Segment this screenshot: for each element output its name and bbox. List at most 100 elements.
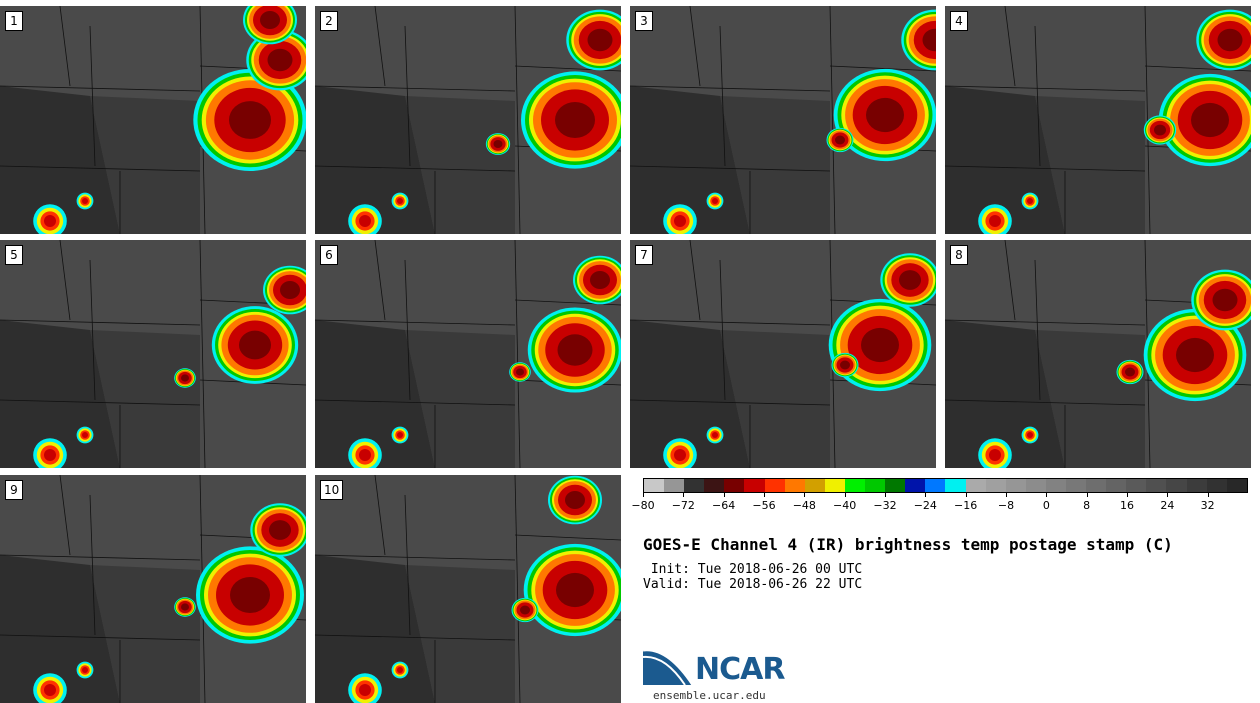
satellite-map [0,6,306,234]
state-border [315,319,516,326]
cloud-top-cell [565,491,585,509]
cloud-top-cell [44,684,56,696]
panel-number-label: 3 [635,11,653,31]
cloud-top-cell [181,374,189,382]
cloud-top-cell [44,449,56,461]
state-border [719,259,726,401]
colorbar-tick [683,493,685,497]
cloud-top-cell [587,28,613,52]
state-border [404,259,411,401]
cloud-top-cell [230,577,270,613]
colorbar-swatch [1186,479,1207,492]
colorbar-tick [723,493,725,497]
cloud-top-cell [1217,28,1243,52]
state-border [374,6,386,87]
satellite-map [0,475,306,703]
cloud-top-cell [516,368,524,376]
colorbar-tick-label: −48 [792,499,816,512]
cloud-top-cell [397,432,403,438]
colorbar-tick [844,493,846,497]
cloud-top-cell [922,28,936,52]
panel-number-label: 9 [5,480,23,500]
colorbar-swatch [1025,479,1046,492]
colorbar-tick [1046,493,1048,497]
cloud-top-cell [1191,102,1229,138]
cloud-top-cell [989,215,1001,227]
cloud-top-cell [359,449,371,461]
colorbar-tick-label: 16 [1120,499,1134,512]
colorbar-tick [965,493,967,497]
colorbar-swatch [1045,479,1066,492]
cloud-top-cell [590,271,610,289]
colorbar-tick-label: 0 [1042,499,1050,512]
website-url[interactable]: ensemble.ucar.edu [653,689,766,702]
colorbar-tick [1207,493,1209,497]
cloud-top-cell [899,270,921,290]
state-border [0,85,201,92]
cloud-top-cell [269,520,291,540]
colorbar-swatch [965,479,986,492]
state-border [199,240,206,468]
colorbar-tick-label: 8 [1083,499,1091,512]
ncar-logo-text: NCAR [695,652,785,687]
colorbar-swatch [724,479,745,492]
state-border [0,165,201,172]
cloud-top-cell [1125,367,1135,377]
satellite-panel: 3 [630,6,936,234]
colorbar-tick [925,493,927,497]
cloud-top-cell [861,327,899,363]
colorbar-tick-label: 24 [1160,499,1175,512]
cloud-top-cell [181,603,189,611]
state-border [514,534,621,541]
cloud-top-cell [260,11,280,29]
state-border [315,554,516,561]
cloud-top-cell [1176,337,1214,373]
panel-number-label: 4 [950,11,968,31]
colorbar-swatch [824,479,845,492]
satellite-map [315,475,621,703]
state-border [689,6,701,87]
cloud-top-cell [397,667,403,673]
colorbar-swatch [865,479,886,492]
state-border [1004,6,1016,87]
state-border [89,494,96,636]
cloud-top-cell [712,198,718,204]
panel-number-label: 5 [5,245,23,265]
state-border [630,319,831,326]
cloud-top-cell [712,432,718,438]
colorbar-swatch [704,479,725,492]
state-border [374,240,386,321]
satellite-map [630,240,936,468]
satellite-map [0,240,306,468]
colorbar-tick [1006,493,1007,497]
satellite-map [945,240,1251,468]
colorbar-tick-label: −56 [752,499,776,512]
panel-number-label: 8 [950,245,968,265]
cloud-top-cell [866,97,904,133]
state-border [0,319,201,326]
state-border [945,399,1146,406]
cloud-top-cell [267,48,293,72]
colorbar-tick-label: 32 [1200,499,1215,512]
colorbar-tick [1127,493,1128,497]
colorbar-swatch [1065,479,1087,492]
colorbar-swatch [985,479,1006,492]
colorbar-tick-label: −16 [954,499,978,512]
colorbar-swatch [925,479,946,492]
satellite-panel: 4 [945,6,1251,234]
cloud-top-cell [239,330,271,360]
colorbar-tick [1167,493,1169,497]
satellite-panel: 8 [945,240,1251,468]
colorbar-swatch [744,479,765,492]
colorbar-tick [1086,493,1088,497]
cloud-top-cell [280,281,300,299]
colorbar-tick-label: −80 [631,499,655,512]
state-border [945,165,1146,172]
satellite-panel: 1 [0,6,306,234]
state-border [630,85,831,92]
colorbar-tick-label: −64 [712,499,736,512]
state-border [315,399,516,406]
colorbar-tick-label: −40 [833,499,857,512]
colorbar-tick [885,493,886,497]
cloud-top-cell [82,667,88,673]
